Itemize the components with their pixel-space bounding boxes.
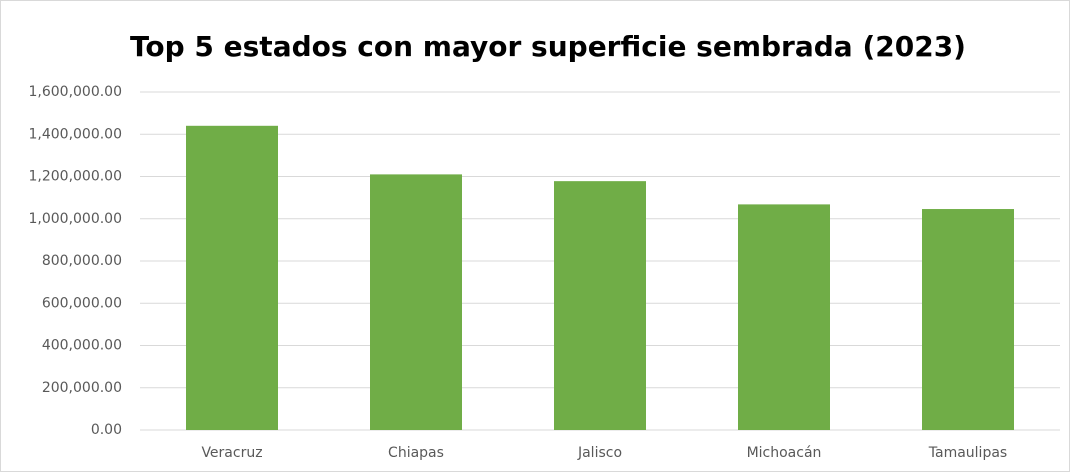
y-tick-label: 1,600,000.00: [28, 84, 122, 100]
chart-title: Top 5 estados con mayor superficie sembr…: [130, 30, 966, 63]
bar: [554, 181, 646, 430]
y-tick-label: 1,000,000.00: [28, 211, 122, 227]
y-tick-label: 600,000.00: [42, 295, 122, 311]
bar: [738, 204, 830, 430]
y-tick-label: 1,400,000.00: [28, 126, 122, 142]
y-tick-label: 200,000.00: [42, 380, 122, 396]
x-tick-label: Tamaulipas: [928, 445, 1007, 461]
bar: [186, 125, 278, 431]
y-tick-label: 0.00: [91, 422, 122, 438]
x-tick-label: Jalisco: [577, 445, 622, 461]
x-tick-label: Michoacán: [747, 445, 822, 461]
x-tick-label: Chiapas: [388, 445, 444, 461]
y-tick-label: 1,200,000.00: [28, 169, 122, 185]
y-tick-label: 800,000.00: [42, 253, 122, 269]
x-tick-label: Veracruz: [201, 445, 262, 461]
bar: [922, 209, 1014, 430]
bar: [370, 174, 462, 430]
y-tick-label: 400,000.00: [42, 338, 122, 354]
